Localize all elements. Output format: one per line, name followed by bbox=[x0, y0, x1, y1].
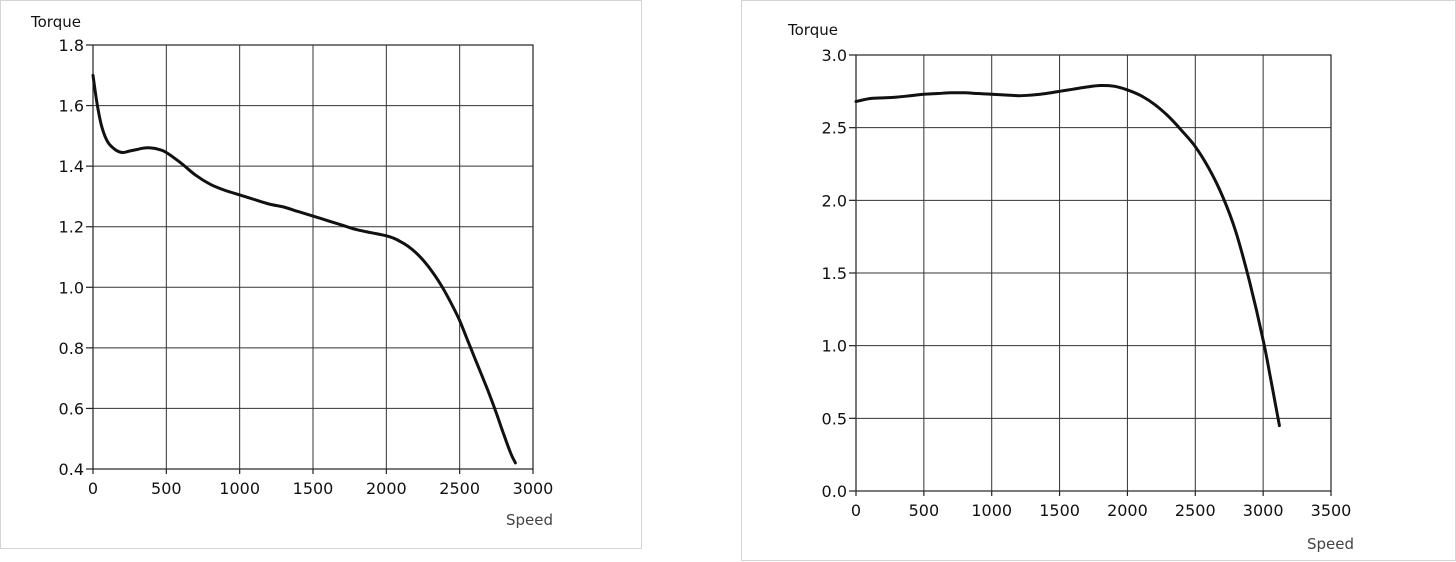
y-tick-label: 0.0 bbox=[822, 482, 847, 501]
chart-panel-left: 0 500 1000 1500 2000 2500 3000 0.4 0.6 0.8 1.0 1.2 1… bbox=[0, 0, 642, 549]
x-tick-label: 500 bbox=[151, 479, 182, 498]
x-tick-label: 3000 bbox=[513, 479, 554, 498]
y-tick-label: 1.0 bbox=[59, 278, 84, 297]
x-tick-label: 2500 bbox=[1175, 501, 1216, 520]
y-axis-title: Torque bbox=[787, 21, 838, 39]
x-tick-label: 2000 bbox=[1107, 501, 1148, 520]
y-tick-label: 0.8 bbox=[59, 339, 84, 358]
x-axis-title: Speed bbox=[506, 511, 553, 529]
chart-panel-right: 0 500 1000 1500 2000 2500 3000 3500 0.0 0.5 1.0 1.5… bbox=[741, 0, 1456, 561]
y-tick-label: 0.5 bbox=[822, 409, 847, 428]
x-tick-label: 500 bbox=[909, 501, 940, 520]
x-tick-label: 0 bbox=[88, 479, 98, 498]
x-tick-label: 2000 bbox=[366, 479, 407, 498]
y-tick-label: 1.5 bbox=[822, 264, 847, 283]
x-tick-label: 1500 bbox=[1039, 501, 1080, 520]
torque-curve bbox=[91, 73, 517, 465]
y-tick-label: 2.0 bbox=[822, 191, 847, 210]
x-tick-label: 1500 bbox=[293, 479, 334, 498]
torque-speed-chart-2: 0 500 1000 1500 2000 2500 3000 3500 0.0 0.5 1.0 1.5… bbox=[787, 21, 1354, 553]
x-tick-label: 1000 bbox=[219, 479, 260, 498]
y-axis-title: Torque bbox=[30, 13, 81, 31]
x-tick-label: 0 bbox=[851, 501, 861, 520]
torque-speed-chart-1: 0 500 1000 1500 2000 2500 3000 0.4 0.6 0.8 1.0 1.2 1… bbox=[30, 13, 554, 529]
x-tick-label: 3000 bbox=[1243, 501, 1284, 520]
y-tick-label: 0.4 bbox=[59, 460, 84, 479]
x-tick-label: 3500 bbox=[1311, 501, 1352, 520]
y-tick-label: 1.8 bbox=[59, 36, 84, 55]
x-axis-title: Speed bbox=[1307, 535, 1354, 553]
y-tick-label: 2.5 bbox=[822, 119, 847, 138]
torque-curve bbox=[854, 83, 1281, 428]
y-tick-label: 1.0 bbox=[822, 337, 847, 356]
y-tick-label: 1.2 bbox=[59, 218, 84, 237]
x-tick-label: 2500 bbox=[439, 479, 480, 498]
y-tick-label: 0.6 bbox=[59, 399, 84, 418]
y-tick-label: 1.4 bbox=[59, 157, 84, 176]
y-tick-label: 1.6 bbox=[59, 97, 84, 116]
y-tick-label: 3.0 bbox=[822, 46, 847, 65]
x-tick-label: 1000 bbox=[971, 501, 1012, 520]
